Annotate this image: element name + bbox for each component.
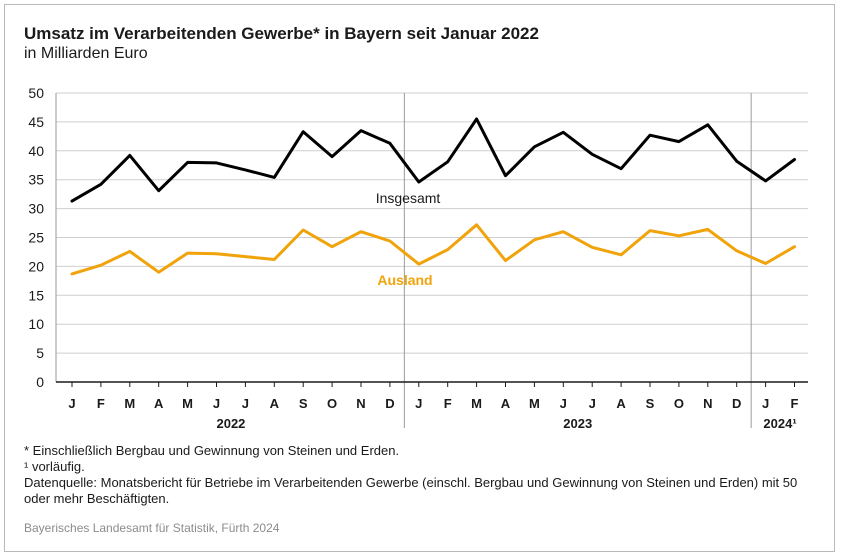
y-tick-label: 35 — [28, 172, 44, 188]
footnote-mining: * Einschließlich Bergbau und Gewinnung v… — [24, 443, 400, 458]
footnote-preliminary: ¹ vorläufig. — [24, 459, 85, 474]
x-tick-label: M — [124, 396, 135, 411]
x-tick-label: S — [646, 396, 655, 411]
x-tick-label: O — [674, 396, 684, 411]
x-tick-label: M — [471, 396, 482, 411]
y-tick-label: 5 — [36, 345, 44, 361]
y-tick-label: 50 — [28, 85, 44, 101]
source-credit: Bayerisches Landesamt für Statistik, Für… — [24, 521, 280, 535]
x-tick-label: M — [529, 396, 540, 411]
line-chart: 0 5 10 15 20 25 30 35 40 45 50 J F M A M J J A S O N D J F M A M J J A… — [28, 85, 808, 431]
x-tick-label: D — [385, 396, 394, 411]
y-tick-label: 40 — [28, 143, 44, 159]
footnotes: * Einschließlich Bergbau und Gewinnung v… — [24, 443, 814, 507]
series-label-ausland: Ausland — [377, 272, 432, 288]
year-label: 2023 — [563, 416, 592, 431]
x-tick-label: F — [791, 396, 799, 411]
x-tick-label: N — [703, 396, 712, 411]
x-tick-label: J — [560, 396, 567, 411]
year-label: 2022 — [216, 416, 245, 431]
y-tick-label: 15 — [28, 287, 44, 303]
x-tick-label: M — [182, 396, 193, 411]
x-tick-label: A — [616, 396, 626, 411]
series-line-insgesamt — [70, 117, 796, 203]
y-tick-label: 30 — [28, 201, 44, 217]
x-tick-label: J — [589, 396, 596, 411]
x-tick-label: S — [299, 396, 308, 411]
series-line-ausland — [70, 223, 796, 276]
x-tick-label: O — [327, 396, 337, 411]
x-tick-label: A — [501, 396, 511, 411]
y-tick-label: 20 — [28, 258, 44, 274]
x-tick-label: F — [444, 396, 452, 411]
x-tick-label: J — [415, 396, 422, 411]
series-label-insgesamt: Insgesamt — [376, 190, 441, 206]
chart-title: Umsatz im Verarbeitenden Gewerbe* in Bay… — [24, 24, 539, 43]
chart-frame — [4, 4, 835, 552]
chart-subtitle: in Milliarden Euro — [24, 45, 148, 62]
y-tick-label: 25 — [28, 230, 44, 246]
x-tick-label: J — [68, 396, 75, 411]
y-tick-label: 0 — [36, 374, 44, 390]
y-tick-label: 45 — [28, 114, 44, 130]
x-tick-label: A — [154, 396, 164, 411]
x-tick-label: J — [242, 396, 249, 411]
year-label: 2024¹ — [763, 416, 796, 431]
y-tick-label: 10 — [28, 316, 44, 332]
x-tick-label: J — [213, 396, 220, 411]
x-tick-label: N — [356, 396, 365, 411]
x-tick-label: D — [732, 396, 741, 411]
x-tick-label: J — [762, 396, 769, 411]
footnote-datasource: Datenquelle: Monatsbericht für Betriebe … — [24, 475, 798, 506]
x-tick-label: F — [97, 396, 105, 411]
x-tick-label: A — [270, 396, 280, 411]
